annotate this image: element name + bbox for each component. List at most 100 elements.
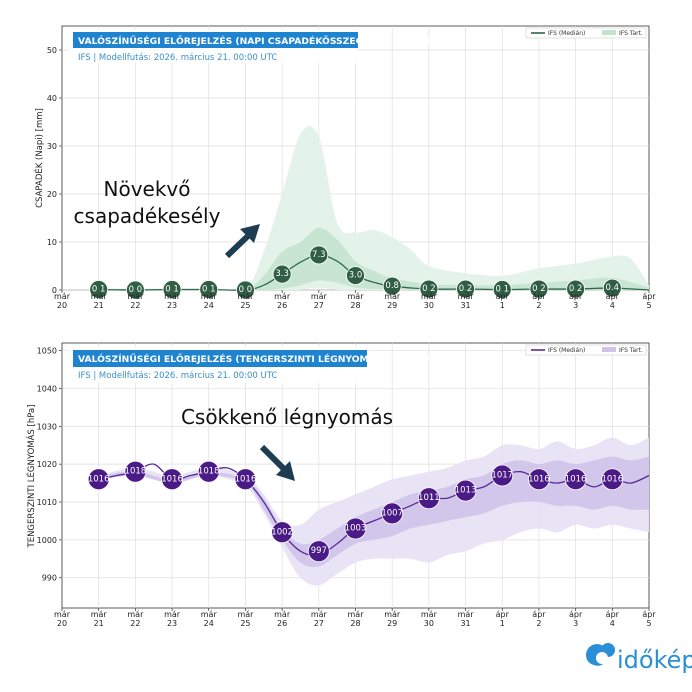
precip-point-marker: [602, 278, 622, 298]
pressure-chart: 1016 1018 1016 1018 1016 1002 997 1003 1007 1011 1…: [25, 342, 656, 628]
pressure-point-marker: [234, 468, 257, 491]
x-tick-label-day: 20: [57, 301, 67, 310]
precip-point-label: 0.1: [202, 285, 216, 295]
precip-point-marker: [346, 266, 365, 286]
x-tick-label-month: már: [164, 610, 181, 619]
pressure-point-marker: [87, 468, 110, 491]
pressure-point-label: 1018: [198, 467, 220, 477]
pressure-point-label: 1007: [381, 508, 403, 518]
x-tick-label-month: ápr: [606, 292, 620, 301]
arrow-down-right-icon: [259, 444, 295, 481]
pressure-point-marker: [161, 468, 183, 491]
pressure-point-label: 997: [311, 546, 327, 556]
x-tick-label-month: ápr: [642, 610, 656, 619]
x-tick-label-month: már: [421, 292, 438, 301]
x-tick-label-day: 30: [424, 619, 434, 628]
pressure-title: VALÓSZÍNŰSÉGI ELŐREJELZÉS (TENGERSZINTI …: [78, 353, 453, 365]
pressure-point-marker: [124, 460, 147, 483]
pressure-median-line: [98, 463, 650, 557]
precipitation-x-axis: már20már21már22már23már24már25már26már27…: [54, 290, 656, 310]
x-tick-label-month: már: [384, 610, 401, 619]
precip-point-label: 3.3: [275, 269, 289, 279]
x-tick-label-month: már: [54, 610, 71, 619]
precipitation-subtitle: IFS | Modellfutás: 2026. március 21. 00:…: [78, 53, 277, 63]
precip-point-label: 0.1: [165, 285, 179, 295]
y-tick-label: 1000: [37, 536, 57, 545]
precip-point-label: 7.3: [312, 250, 326, 260]
x-tick-label-month: már: [201, 292, 218, 301]
pressure-point-marker: [564, 468, 587, 491]
pressure-legend-median: IFS (Medián): [548, 347, 585, 354]
pressure-legend-box: [525, 344, 647, 356]
x-tick-label-day: 28: [350, 619, 360, 628]
x-tick-label-day: 26: [277, 301, 287, 310]
precip-point-marker: [456, 279, 475, 299]
x-tick-label-month: ápr: [496, 292, 510, 301]
ensemble-range-outer: [98, 126, 649, 291]
x-tick-label-day: 21: [94, 301, 104, 310]
pressure-point-marker: [417, 487, 440, 510]
precipitation-legend-median: IFS (Medián): [548, 30, 585, 37]
y-tick-label: 10: [47, 238, 57, 247]
x-tick-label-month: már: [127, 610, 144, 619]
precipitation-legend: IFS (Medián) IFS Tart.: [525, 27, 647, 39]
x-tick-label-day: 25: [240, 619, 250, 628]
x-tick-label-day: 30: [424, 301, 434, 310]
x-tick-label-day: 22: [130, 301, 140, 310]
precip-point-marker: [309, 245, 329, 265]
precip-point-marker: [492, 280, 512, 299]
pressure-annotation: Csökkenő légnyomás: [181, 405, 393, 429]
pressure-point-marker: [601, 468, 624, 491]
precipitation-annotation-line1: Növekvő: [104, 177, 191, 201]
pressure-y-axis: 990 1000 1010 1020 1030 1040 1050: [37, 347, 62, 583]
y-tick-label: 1040: [37, 384, 57, 393]
x-tick-label-month: már: [311, 292, 328, 301]
x-tick-label-day: 23: [167, 301, 177, 310]
pressure-point-marker: [344, 517, 367, 540]
x-tick-label-day: 2: [536, 301, 541, 310]
pressure-point-marker: [271, 521, 294, 544]
precipitation-legend-box: [525, 27, 647, 39]
ensemble-range-inner: [98, 456, 649, 567]
pressure-legend-range: IFS Tart.: [619, 347, 643, 354]
precip-point-label: 0.2: [459, 284, 473, 294]
pressure-point-label: 1016: [601, 474, 623, 484]
x-tick-label-month: már: [384, 292, 401, 301]
pressure-point-marker: [381, 502, 404, 525]
precipitation-title: VALÓSZÍNŰSÉGI ELŐREJELZÉS (NAPI CSAPADÉK…: [78, 35, 433, 47]
x-tick-label-month: már: [91, 610, 108, 619]
precip-point-label: 0.1: [92, 285, 106, 295]
x-tick-label-day: 23: [167, 619, 177, 628]
precipitation-legend-range: IFS Tart.: [619, 30, 643, 37]
precipitation-chart: 0.1 0.0 0.1 0.1 0.03.37.33.00.8 0.2 0.2 0.1 0.2 0…: [33, 25, 656, 310]
pressure-point-label: 1002: [271, 527, 293, 537]
x-tick-label-day: 31: [460, 619, 470, 628]
x-tick-label-month: már: [164, 292, 181, 301]
x-tick-label-day: 29: [387, 619, 397, 628]
precip-point-label: 0.1: [495, 285, 509, 295]
x-tick-label-day: 20: [57, 619, 67, 628]
pressure-point-marker: [197, 460, 220, 483]
y-tick-label: 990: [42, 574, 57, 583]
pressure-y-label: TENGERSZINTI LÉGNYOMÁS [hPa]: [25, 405, 37, 549]
pressure-point-marker: [528, 468, 550, 491]
precip-point-marker: [162, 280, 182, 299]
x-tick-label-day: 27: [314, 301, 324, 310]
x-tick-label-month: már: [458, 610, 475, 619]
x-tick-label-month: ápr: [606, 610, 620, 619]
x-tick-label-day: 4: [610, 301, 615, 310]
x-tick-label-day: 24: [204, 301, 214, 310]
x-tick-label-month: már: [91, 292, 108, 301]
x-tick-label-month: már: [237, 292, 254, 301]
pressure-point-marker: [307, 540, 330, 563]
pressure-subtitle: IFS | Modellfutás: 2026. március 21. 00:…: [78, 371, 277, 381]
pressure-point-label: 1011: [418, 493, 440, 503]
pressure-x-axis: már20már21már22már23már24már25már26már27…: [54, 608, 656, 628]
pressure-point-label: 1016: [235, 474, 257, 484]
x-tick-label-day: 2: [536, 619, 541, 628]
x-tick-label-day: 3: [573, 619, 578, 628]
y-tick-label: 30: [47, 142, 57, 151]
x-tick-label-month: már: [201, 610, 218, 619]
pressure-point-label: 1016: [565, 474, 587, 484]
y-tick-label: 0: [52, 286, 57, 295]
